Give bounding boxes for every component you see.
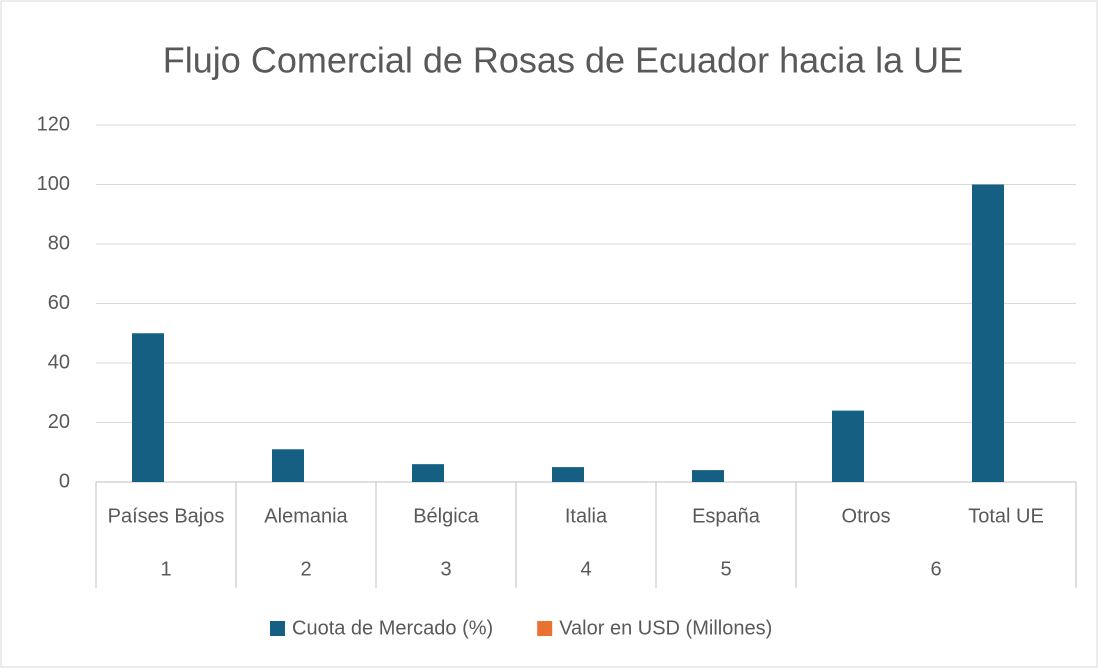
- chart-title: Flujo Comercial de Rosas de Ecuador haci…: [163, 40, 963, 81]
- y-tick-label: 120: [37, 113, 70, 135]
- group-label: 5: [720, 558, 731, 580]
- legend-swatch: [537, 621, 553, 636]
- y-tick-label: 40: [48, 351, 70, 373]
- bar: [272, 449, 304, 482]
- bar: [132, 333, 164, 482]
- x-tick-label: Bélgica: [413, 505, 479, 527]
- x-tick-label: Total UE: [968, 505, 1044, 527]
- y-tick-label: 100: [37, 173, 70, 195]
- group-label: 2: [300, 558, 311, 580]
- group-label: 6: [930, 558, 941, 580]
- bar: [832, 410, 864, 482]
- y-tick-label: 80: [48, 232, 70, 254]
- legend-label: Valor en USD (Millones): [559, 617, 772, 639]
- bar: [692, 470, 724, 482]
- group-label: 1: [160, 558, 171, 580]
- x-tick-label: Otros: [842, 505, 891, 527]
- bar: [972, 184, 1004, 482]
- y-tick-label: 60: [48, 292, 70, 314]
- bar: [412, 464, 444, 482]
- x-tick-label: Países Bajos: [108, 505, 225, 527]
- group-label: 3: [440, 558, 451, 580]
- group-label: 4: [580, 558, 591, 580]
- y-tick-label: 0: [59, 470, 70, 492]
- legend-label: Cuota de Mercado (%): [292, 617, 493, 639]
- legend-swatch: [270, 621, 285, 636]
- x-tick-label: Italia: [565, 505, 608, 527]
- x-tick-label: Alemania: [264, 505, 348, 527]
- bar: [552, 467, 584, 482]
- y-tick-label: 20: [48, 411, 70, 433]
- x-tick-label: España: [692, 505, 761, 527]
